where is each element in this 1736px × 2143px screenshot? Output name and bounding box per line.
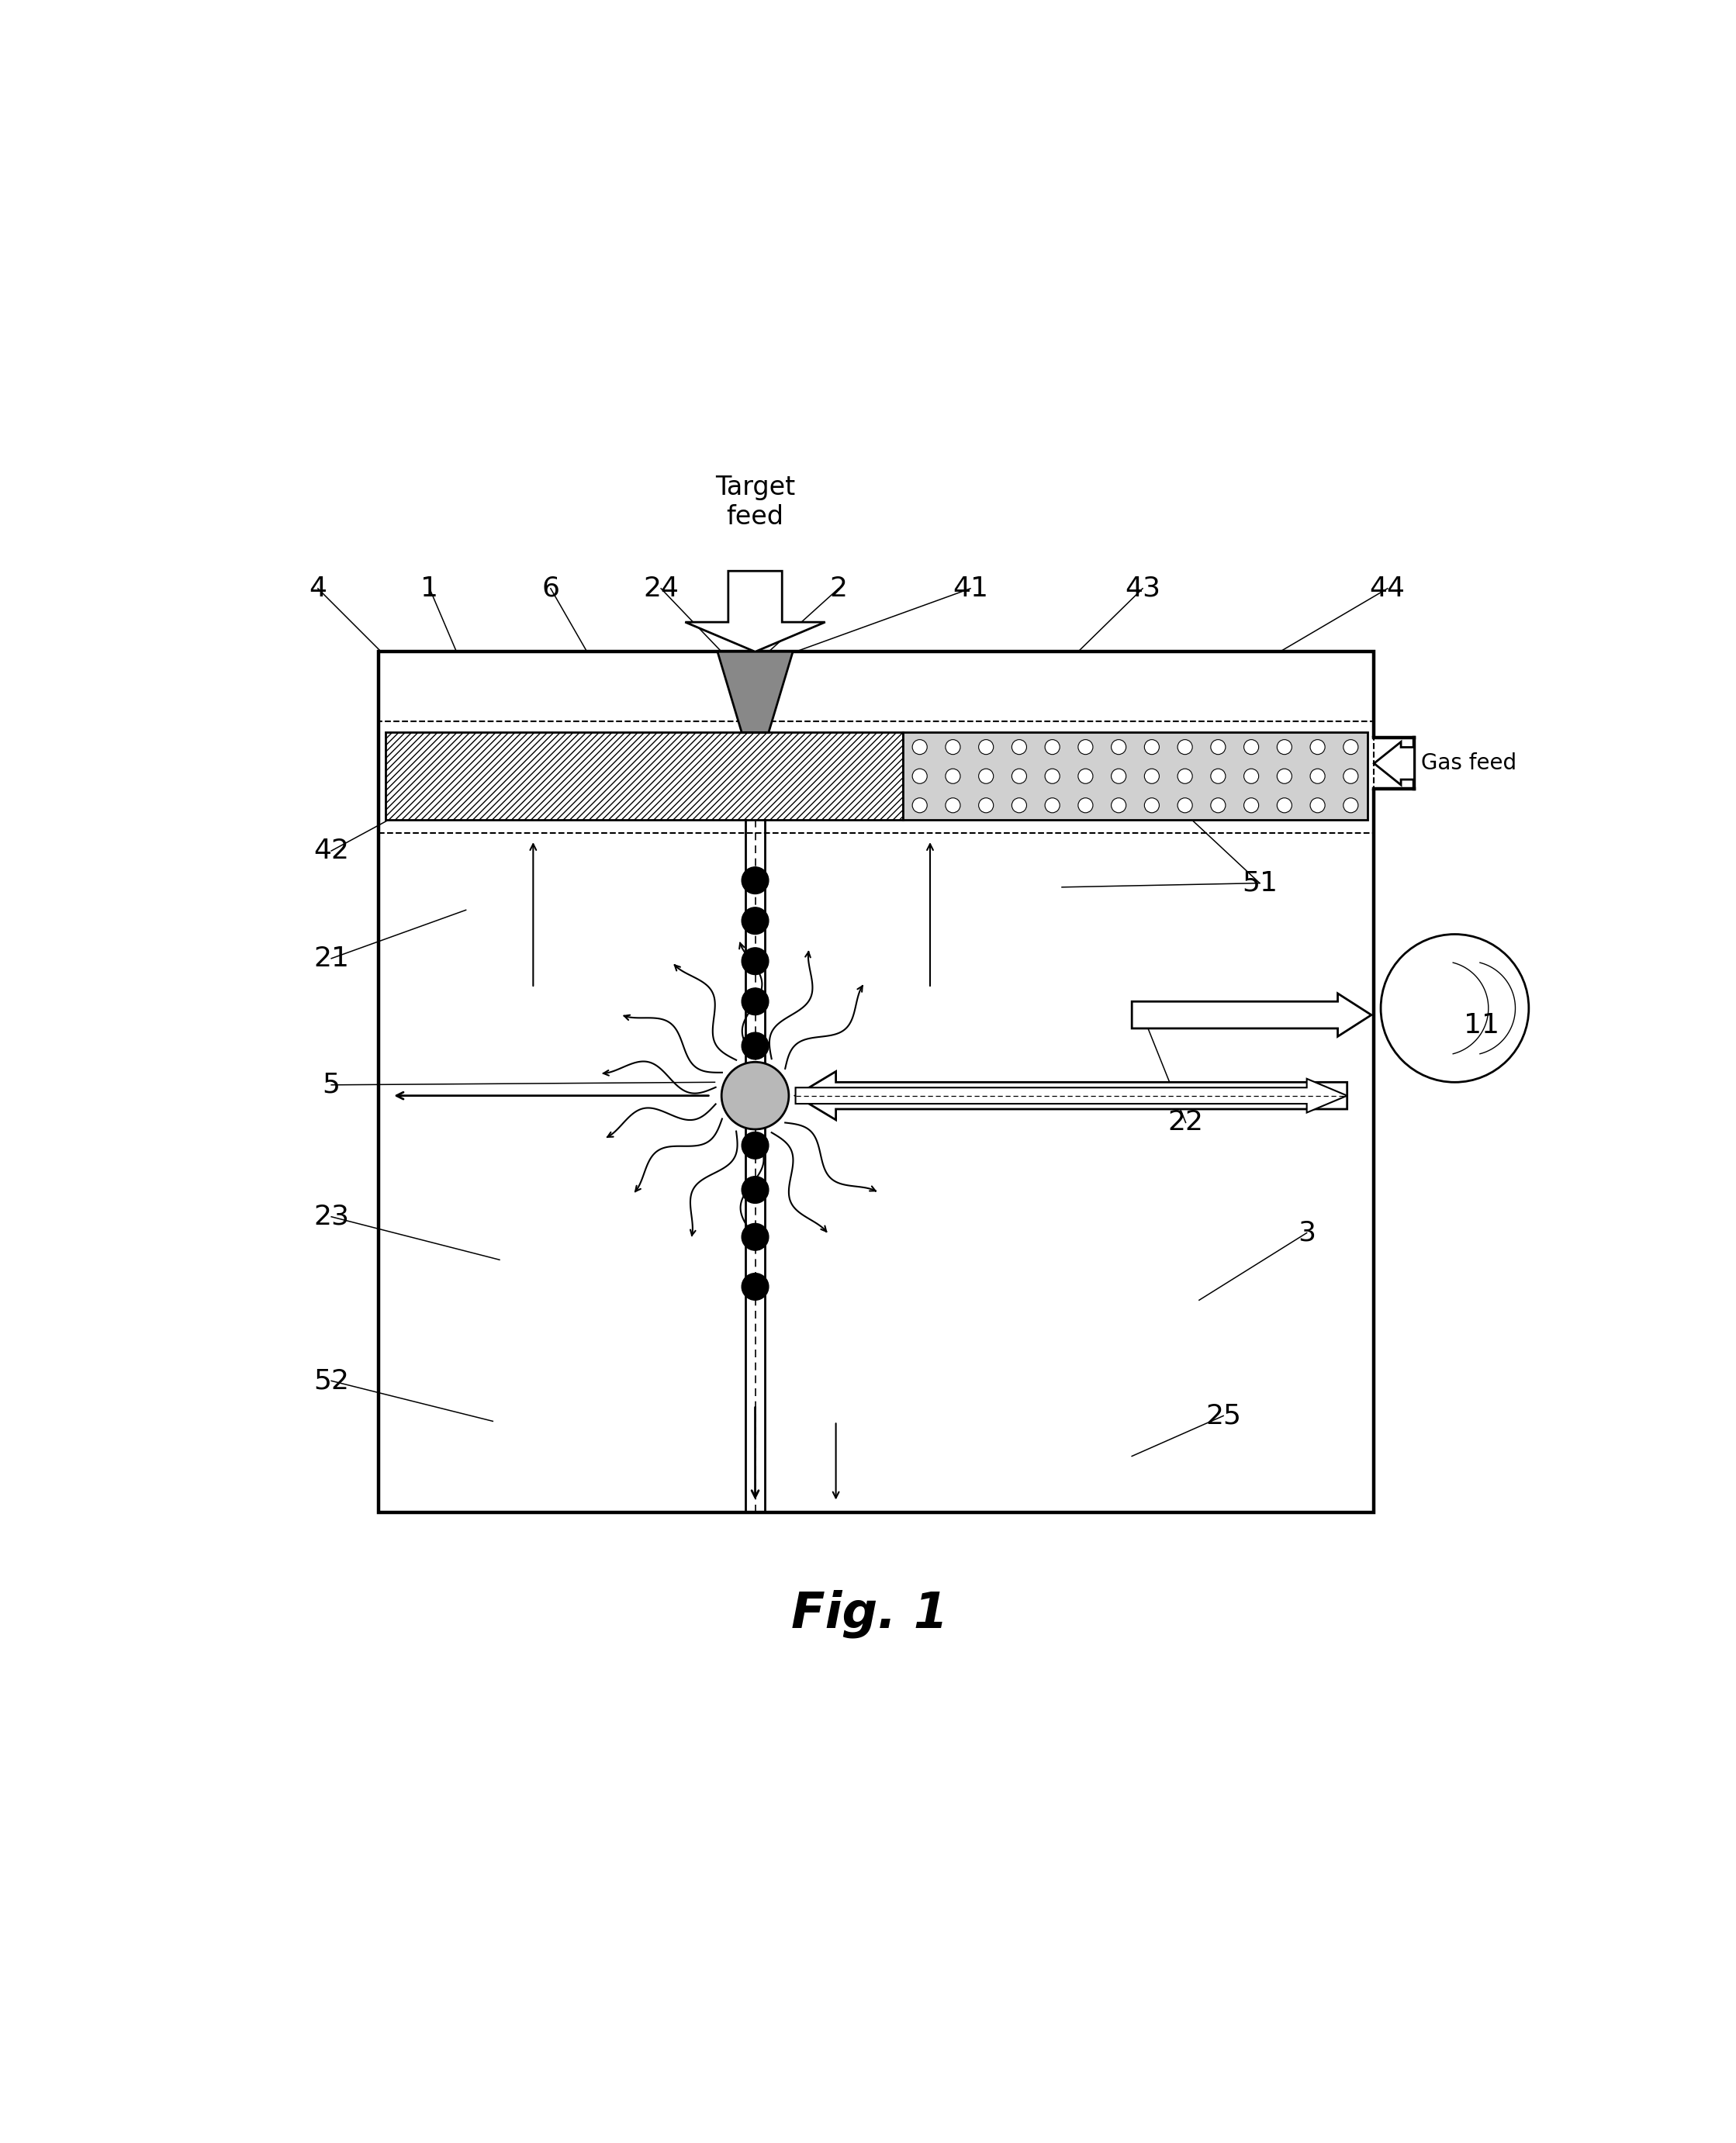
Bar — [378, 651, 1375, 1513]
Text: 6: 6 — [542, 574, 559, 602]
Circle shape — [1078, 739, 1094, 754]
Text: 52: 52 — [314, 1367, 349, 1395]
Circle shape — [946, 769, 960, 784]
Polygon shape — [717, 651, 793, 733]
Circle shape — [741, 1177, 769, 1202]
Circle shape — [1344, 739, 1358, 754]
Circle shape — [979, 797, 993, 812]
Circle shape — [1012, 769, 1026, 784]
Bar — [1371, 737, 1417, 789]
Circle shape — [1311, 797, 1325, 812]
Text: 42: 42 — [314, 838, 349, 864]
Text: 11: 11 — [1463, 1011, 1500, 1039]
Circle shape — [1210, 769, 1226, 784]
Text: 2: 2 — [830, 574, 847, 602]
Circle shape — [741, 868, 769, 894]
Circle shape — [979, 739, 993, 754]
Circle shape — [1012, 739, 1026, 754]
Text: 43: 43 — [1125, 574, 1160, 602]
Text: feed: feed — [726, 504, 785, 529]
Polygon shape — [686, 570, 825, 651]
Polygon shape — [1375, 741, 1415, 784]
Circle shape — [1245, 797, 1259, 812]
Text: 23: 23 — [314, 1204, 349, 1230]
Text: Gas feed: Gas feed — [1422, 752, 1517, 774]
Circle shape — [979, 769, 993, 784]
Text: 21: 21 — [314, 945, 349, 971]
Circle shape — [1078, 797, 1094, 812]
Bar — [378, 722, 1375, 834]
Circle shape — [946, 739, 960, 754]
Circle shape — [1278, 739, 1292, 754]
Circle shape — [1045, 797, 1059, 812]
Circle shape — [1245, 769, 1259, 784]
Circle shape — [741, 1033, 769, 1059]
Polygon shape — [795, 1072, 1347, 1121]
Circle shape — [1144, 797, 1160, 812]
Circle shape — [913, 797, 927, 812]
Circle shape — [741, 1224, 769, 1249]
Circle shape — [1177, 769, 1193, 784]
Text: 22: 22 — [1168, 1110, 1203, 1136]
Circle shape — [1278, 797, 1292, 812]
Circle shape — [741, 947, 769, 975]
Bar — [385, 733, 903, 821]
Circle shape — [1311, 739, 1325, 754]
Circle shape — [1111, 769, 1127, 784]
Text: 5: 5 — [323, 1072, 340, 1097]
Circle shape — [1111, 739, 1127, 754]
Circle shape — [1078, 769, 1094, 784]
Circle shape — [1177, 797, 1193, 812]
Bar — [903, 733, 1368, 821]
Circle shape — [1344, 797, 1358, 812]
Circle shape — [1144, 769, 1160, 784]
Circle shape — [1045, 769, 1059, 784]
Circle shape — [1012, 797, 1026, 812]
Text: Fig. 1: Fig. 1 — [792, 1590, 948, 1637]
Circle shape — [1311, 769, 1325, 784]
Text: 3: 3 — [1299, 1219, 1316, 1245]
Circle shape — [741, 906, 769, 934]
Circle shape — [1380, 934, 1529, 1082]
Circle shape — [741, 1273, 769, 1301]
Text: 51: 51 — [1241, 870, 1278, 896]
Circle shape — [1278, 769, 1292, 784]
Circle shape — [1177, 739, 1193, 754]
Circle shape — [1245, 739, 1259, 754]
Circle shape — [913, 769, 927, 784]
Circle shape — [1144, 739, 1160, 754]
Text: Target: Target — [715, 476, 795, 501]
Circle shape — [1111, 797, 1127, 812]
Text: 44: 44 — [1370, 574, 1406, 602]
Circle shape — [1210, 797, 1226, 812]
Circle shape — [1045, 739, 1059, 754]
Polygon shape — [795, 1078, 1347, 1112]
Circle shape — [1344, 769, 1358, 784]
Circle shape — [1210, 739, 1226, 754]
Circle shape — [741, 1132, 769, 1159]
Text: 1: 1 — [420, 574, 439, 602]
Circle shape — [913, 739, 927, 754]
Text: 41: 41 — [953, 574, 988, 602]
Circle shape — [722, 1063, 788, 1129]
Text: 24: 24 — [642, 574, 679, 602]
Text: 4: 4 — [309, 574, 326, 602]
Text: 25: 25 — [1205, 1404, 1241, 1429]
Circle shape — [946, 797, 960, 812]
Circle shape — [741, 988, 769, 1016]
Polygon shape — [1132, 994, 1371, 1037]
